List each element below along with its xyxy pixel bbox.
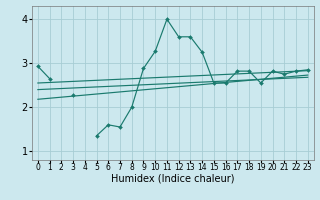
- X-axis label: Humidex (Indice chaleur): Humidex (Indice chaleur): [111, 174, 235, 184]
